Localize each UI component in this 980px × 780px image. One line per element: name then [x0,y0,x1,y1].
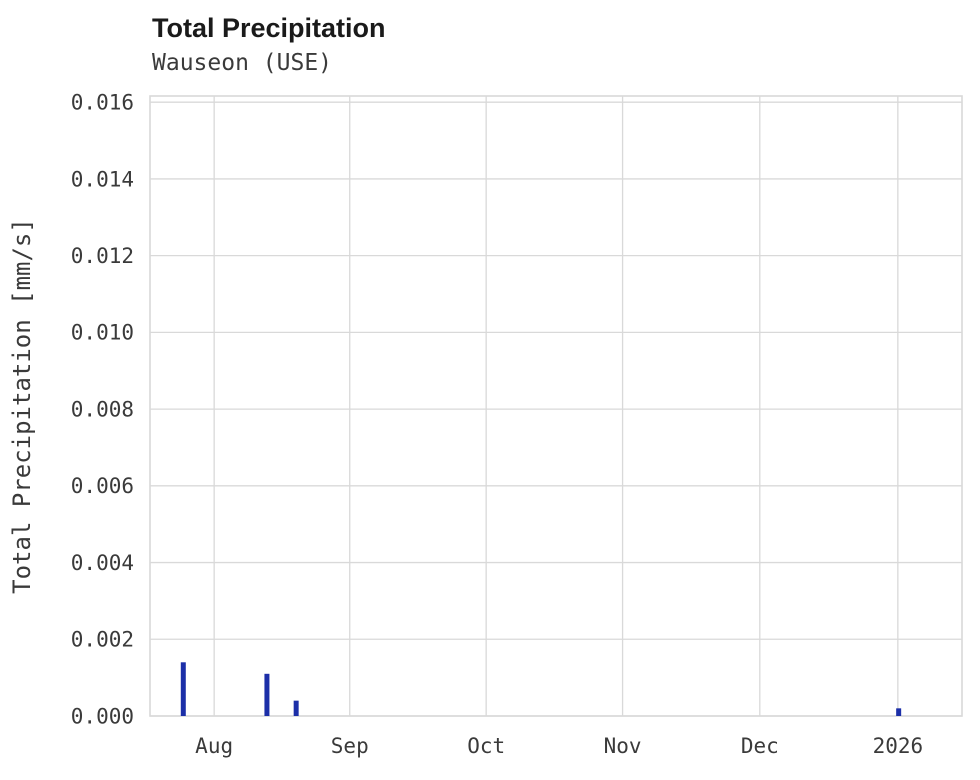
y-tick-label: 0.014 [71,167,134,191]
y-tick-label: 0.008 [71,397,134,421]
x-tick-label: Dec [741,734,779,758]
x-tick-label: Nov [604,734,642,758]
bars [180,662,902,716]
chart-title: Total Precipitation [152,13,386,43]
y-tick-labels: 0.000 0.002 0.004 0.006 0.008 0.010 0.012 0.014… [71,91,134,729]
y-axis-label-text: Total Precipitation [mm/s] [8,218,36,594]
bar [896,708,902,716]
y-tick-label: 0.004 [71,551,134,575]
x-tick-label: Aug [195,734,233,758]
bar [180,662,186,716]
y-tick-label: 0.000 [71,704,134,728]
bar [264,673,270,716]
y-tick-label: 0.010 [71,321,134,345]
plot-border [149,95,963,717]
y-tick-label: 0.016 [71,91,134,115]
y-tick-label: 0.006 [71,474,134,498]
x-tick-label: Sep [331,734,369,758]
gridlines [150,96,962,717]
x-tick-label: 2026 [873,734,924,758]
x-tick-label: Oct [467,734,505,758]
y-tick-label: 0.012 [71,244,134,268]
x-tick-labels: Aug Sep Oct Nov Dec 2026 [195,734,923,758]
y-axis-label: Total Precipitation [mm/s] [8,218,36,594]
chart-subtitle: Wauseon (USE) [152,50,333,76]
plot-border-rect [149,95,963,717]
y-tick-label: 0.002 [71,628,134,652]
bar [293,700,299,716]
